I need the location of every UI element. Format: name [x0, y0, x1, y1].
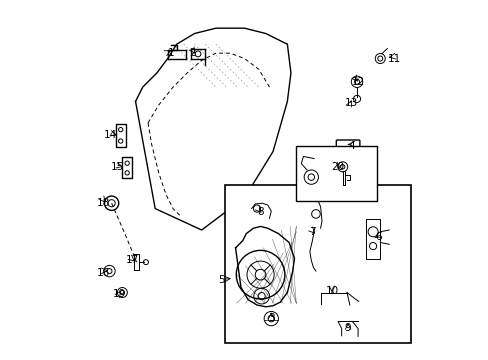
Bar [224, 185, 410, 342]
Text: 2: 2 [189, 48, 196, 58]
Text: 1: 1 [167, 48, 174, 58]
Text: 5: 5 [218, 275, 224, 285]
Text: 20: 20 [330, 162, 343, 172]
Text: 14: 14 [104, 130, 117, 140]
Text: 7: 7 [308, 227, 315, 237]
Text: 11: 11 [387, 54, 400, 64]
Bar [116, 124, 125, 147]
Text: 3: 3 [267, 312, 274, 323]
Text: 19: 19 [113, 289, 126, 299]
Text: 9: 9 [344, 323, 351, 333]
Text: 4: 4 [347, 141, 354, 151]
Bar [122, 157, 132, 178]
Text: 8: 8 [257, 207, 264, 217]
Bar [296, 146, 376, 202]
Text: 17: 17 [125, 255, 138, 265]
Text: 10: 10 [325, 286, 338, 296]
Text: 12: 12 [351, 77, 365, 87]
Text: 16: 16 [97, 268, 110, 278]
Text: 15: 15 [111, 162, 124, 172]
Text: 13: 13 [345, 98, 358, 108]
Text: 18: 18 [97, 198, 110, 208]
Text: 6: 6 [374, 232, 381, 242]
